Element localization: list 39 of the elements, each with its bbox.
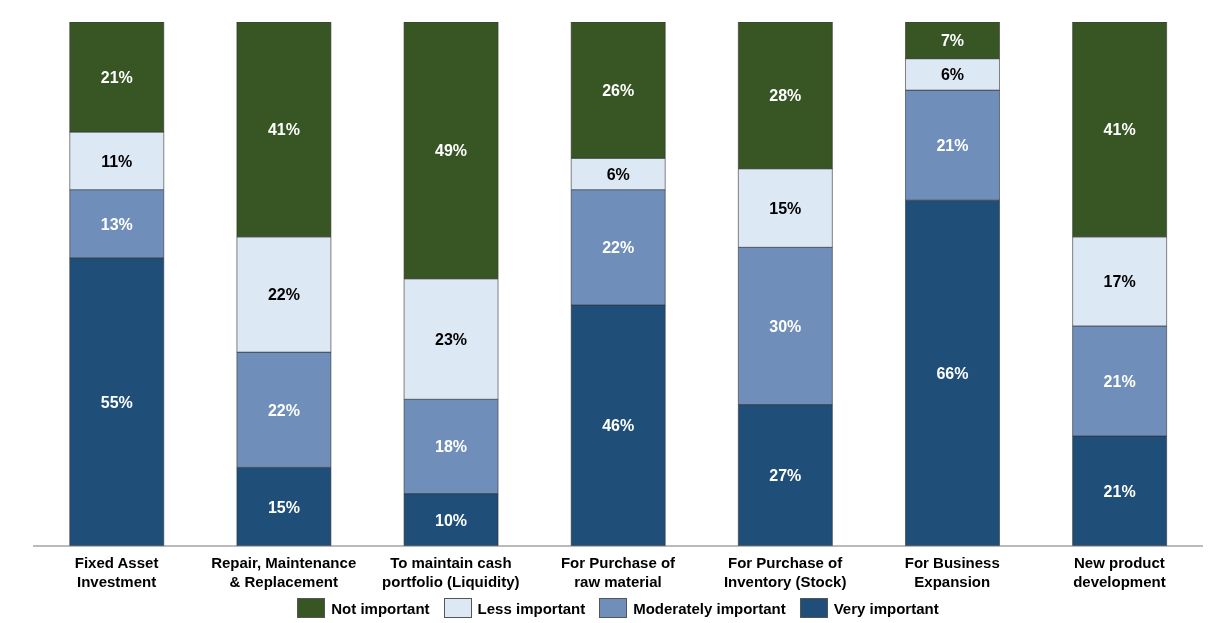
data-label: 22%: [267, 401, 300, 419]
data-label: 15%: [267, 498, 300, 516]
x-tick-label: For Business Expansion: [904, 554, 1000, 590]
data-label: 13%: [100, 215, 133, 233]
data-label: 49%: [435, 142, 468, 160]
data-label: 41%: [1103, 121, 1136, 139]
data-label: 46%: [602, 417, 635, 435]
data-label: 11%: [101, 152, 133, 170]
data-label: 6%: [940, 66, 965, 84]
data-label: 6%: [606, 165, 630, 183]
data-label: 41%: [267, 121, 300, 139]
legend-label: Not important: [330, 598, 430, 618]
legend-label: Moderately important: [632, 598, 786, 618]
data-label: 10%: [435, 511, 468, 529]
data-label: 55%: [100, 393, 133, 411]
data-label: 23%: [435, 331, 468, 349]
x-tick-label: For Purchase of Inventory (Stock): [723, 554, 847, 590]
data-label: 21%: [1103, 372, 1136, 390]
data-label: 28%: [769, 87, 802, 105]
data-label: 26%: [602, 82, 635, 100]
data-label: 27%: [769, 467, 802, 485]
data-label: 21%: [1103, 482, 1136, 500]
x-tick-label: Fixed Asset Investment: [74, 554, 159, 590]
legend-label: Less important: [476, 598, 586, 618]
data-label: 66%: [936, 365, 969, 383]
data-label: 22%: [267, 286, 300, 304]
x-tick-label: For Purchase of raw material: [560, 554, 677, 590]
data-label: 21%: [936, 137, 969, 155]
legend-label: Very important: [832, 598, 939, 618]
data-label: 21%: [100, 69, 133, 87]
x-tick-label: New product development: [1073, 554, 1166, 590]
data-label: 18%: [435, 438, 468, 456]
data-label: 17%: [1103, 273, 1136, 291]
x-tick-label: Repair, Maintenance & Replacement: [211, 554, 357, 590]
data-label: 7%: [940, 32, 965, 50]
data-label: 15%: [769, 200, 802, 218]
x-tick-label: To maintain cash portfolio (Liquidity): [382, 554, 520, 590]
data-label: 30%: [769, 317, 802, 335]
data-label: 22%: [602, 239, 635, 257]
